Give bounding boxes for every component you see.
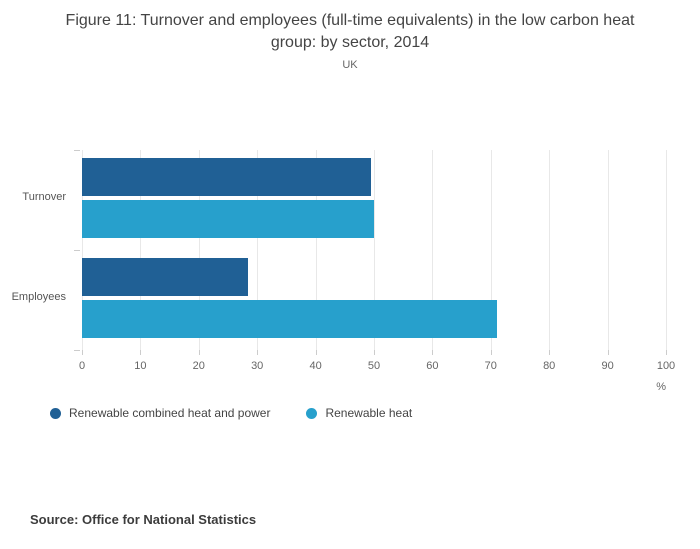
category-label-employees: Employees [11,291,66,303]
legend-marker-renewable-combined-heat-and-power [50,407,61,419]
gridline-x-60 [432,150,434,350]
x-tick-mark-90 [607,350,609,355]
category-label-turnover: Turnover [22,191,66,203]
gridline-x-80 [549,150,551,350]
gridline-x-10 [140,150,142,350]
x-tick-label-80: 80 [543,360,556,372]
legend-item-renewable-heat[interactable]: Renewable heat [306,406,412,420]
bar-turnover-renewable-heat[interactable] [82,200,374,238]
x-tick-mark-20 [198,350,200,355]
gridline-x-70 [490,150,492,350]
legend: Renewable combined heat and power Renewab… [50,406,412,420]
chart-subtitle: UK [342,59,358,71]
bar-employees-renewable-heat[interactable] [82,300,497,338]
x-tick-label-90: 90 [601,360,614,372]
x-tick-mark-40 [315,350,317,355]
bar-employees-renewable-combined-heat-and-power[interactable] [82,258,249,296]
x-tick-mark-100 [666,350,667,355]
x-axis: 0 10 20 30 40 50 60 70 80 90 100 [78,350,675,380]
gridline-x-0 [82,150,83,350]
x-axis-title: % [656,381,666,393]
x-tick-mark-30 [257,350,259,355]
legend-item-renewable-combined-heat-and-power[interactable]: Renewable combined heat and power [50,406,270,420]
x-tick-mark-10 [140,350,142,355]
plot-area [82,150,667,350]
x-tick-label-70: 70 [484,360,497,372]
x-tick-label-0: 0 [78,360,86,372]
legend-label-renewable-heat: Renewable heat [325,406,413,420]
legend-label-renewable-combined-heat-and-power: Renewable combined heat and power [69,406,271,420]
y-tick-mark [74,150,80,151]
y-axis-category-labels: Turnover Employees [0,150,66,350]
gridline-x-90 [607,150,609,350]
x-tick-mark-70 [490,350,492,355]
x-tick-mark-50 [374,350,375,355]
chart-title: Figure 11: Turnover and employees (full-… [65,12,635,51]
x-tick-label-100: 100 [656,360,676,372]
gridline-x-30 [257,150,259,350]
x-tick-label-60: 60 [426,360,439,372]
x-tick-mark-60 [432,350,434,355]
bar-turnover-renewable-combined-heat-and-power[interactable] [82,158,372,196]
x-tick-label-30: 30 [251,360,264,372]
gridline-x-50 [374,150,375,350]
x-tick-mark-80 [549,350,551,355]
y-tick-mark [74,250,80,251]
gridline-x-100 [666,150,667,350]
x-tick-label-40: 40 [309,360,322,372]
source-text: Source: Office for National Statistics [30,512,257,527]
x-tick-label-50: 50 [367,360,381,372]
legend-marker-renewable-heat [306,407,318,419]
gridline-x-20 [198,150,200,350]
x-tick-label-10: 10 [134,360,147,372]
gridline-x-40 [315,150,317,350]
x-tick-label-20: 20 [192,360,205,372]
y-tick-mark [74,350,80,351]
x-tick-mark-0 [82,350,83,355]
